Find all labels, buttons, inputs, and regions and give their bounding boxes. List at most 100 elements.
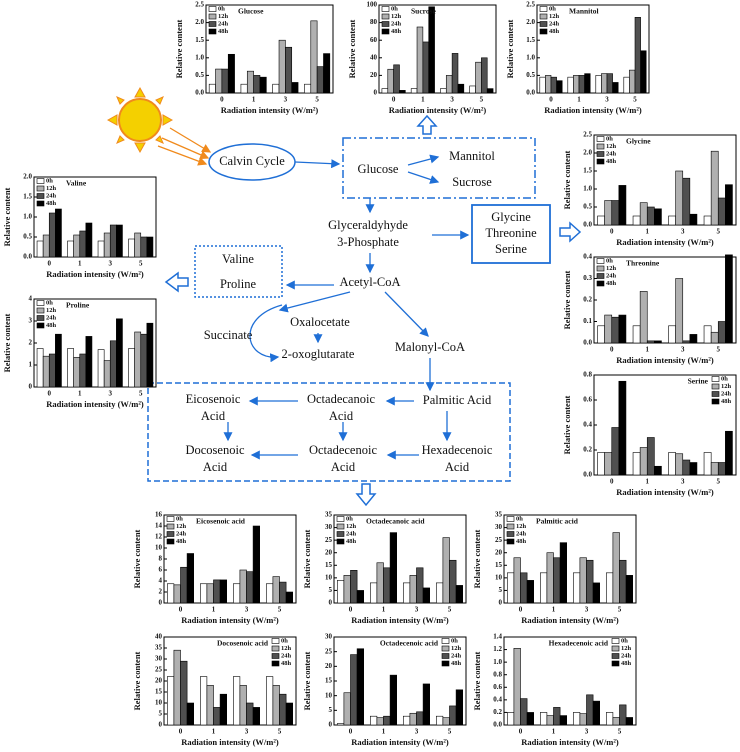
legend-swatch — [596, 136, 605, 142]
bar — [336, 580, 345, 604]
legend-label: 12h — [218, 13, 229, 20]
node-label: Acid — [445, 460, 470, 474]
y-tick-label: 30 — [495, 523, 503, 531]
bar — [146, 322, 154, 388]
bar — [632, 452, 641, 476]
legend-label: 0h — [606, 135, 613, 142]
bar — [579, 713, 587, 726]
bar — [654, 208, 662, 226]
legend-label: 12h — [46, 185, 57, 192]
legend-swatch — [381, 13, 390, 20]
bar — [200, 583, 208, 604]
bar — [285, 591, 294, 604]
bar — [134, 232, 142, 258]
legend-label: 24h — [281, 652, 292, 659]
bar — [717, 462, 726, 476]
bar — [128, 348, 135, 388]
y-axis-label: Relative content — [505, 19, 515, 78]
legend-swatch — [336, 516, 345, 522]
bar — [369, 582, 378, 604]
y-tick-label: 10 — [155, 544, 163, 552]
bar — [457, 83, 465, 94]
bar — [625, 575, 633, 604]
bar — [539, 712, 548, 726]
y-tick-label: 10 — [155, 699, 163, 707]
x-axis-label: Radiation intensity (W/m²) — [544, 105, 642, 115]
bar — [506, 572, 515, 604]
x-tick-label: 0 — [519, 728, 523, 736]
node-label: Proline — [220, 277, 257, 291]
legend-swatch — [36, 185, 45, 192]
y-tick-label: 0.4 — [493, 695, 502, 703]
legend-label: 48h — [451, 660, 462, 667]
bar — [632, 325, 641, 344]
bar — [449, 559, 457, 604]
bar — [259, 76, 267, 94]
x-tick-label: 5 — [139, 260, 143, 268]
x-axis-label: Radiation intensity (W/m²) — [389, 105, 487, 115]
legend-swatch — [711, 383, 720, 390]
y-tick-label: 5 — [499, 586, 503, 594]
legend-swatch — [36, 307, 45, 314]
bar — [48, 212, 56, 258]
bar — [578, 75, 585, 94]
node-label: Palmitic Acid — [423, 393, 492, 407]
bar — [559, 542, 567, 604]
legend-swatch — [539, 6, 548, 12]
y-tick-label: 1.0 — [195, 53, 204, 61]
y-tick-label: 4 — [159, 577, 163, 585]
bar — [703, 325, 712, 344]
legend-label: 48h — [218, 28, 229, 35]
bar — [55, 333, 62, 388]
bar — [336, 723, 345, 726]
node-label: Threonine — [485, 226, 537, 240]
bar — [369, 715, 378, 726]
bar — [440, 88, 447, 94]
y-tick-label: 1.2 — [493, 645, 502, 653]
y-tick-label: 0.0 — [23, 253, 32, 261]
legend-swatch — [36, 322, 45, 329]
y-tick-label: 0.4 — [583, 421, 592, 429]
x-tick-label: 0 — [549, 96, 553, 104]
legend-swatch — [166, 531, 175, 537]
bar — [186, 702, 195, 726]
node-label: Acid — [329, 409, 354, 423]
bar — [323, 53, 331, 94]
bar — [42, 234, 50, 258]
bar — [611, 316, 620, 344]
x-tick-label: 3 — [245, 728, 249, 736]
bar — [625, 717, 633, 726]
x-tick-label: 1 — [212, 606, 216, 614]
y-tick-label: 6 — [159, 566, 163, 574]
x-tick-label: 5 — [278, 606, 282, 614]
node-label: Acetyl-CoA — [339, 275, 400, 289]
legend-swatch — [271, 638, 280, 644]
bar — [55, 208, 62, 258]
bar — [455, 585, 464, 604]
x-tick-label: 5 — [139, 390, 143, 398]
bar — [343, 692, 351, 726]
bar — [689, 334, 698, 344]
bar — [304, 83, 312, 94]
bar — [383, 715, 391, 726]
y-tick-label: 2 — [29, 339, 33, 347]
legend-label: 48h — [176, 538, 187, 545]
legend-swatch — [441, 638, 450, 644]
bar — [526, 580, 534, 604]
bar — [97, 349, 105, 388]
bar — [85, 222, 93, 258]
bar — [475, 61, 482, 94]
bar — [442, 537, 450, 604]
x-tick-label: 1 — [646, 346, 650, 354]
legend-label: 24h — [451, 652, 462, 659]
bar — [410, 88, 418, 94]
legend-label: 0h — [46, 299, 53, 306]
chart-title: Docosenoic acid — [217, 639, 269, 648]
legend-swatch — [711, 376, 720, 382]
bar — [605, 572, 614, 604]
y-tick-label: 25 — [325, 647, 333, 655]
node-label: Succinate — [204, 328, 253, 342]
bar — [279, 581, 287, 604]
bar — [639, 202, 648, 226]
legend-label: 12h — [46, 307, 57, 314]
